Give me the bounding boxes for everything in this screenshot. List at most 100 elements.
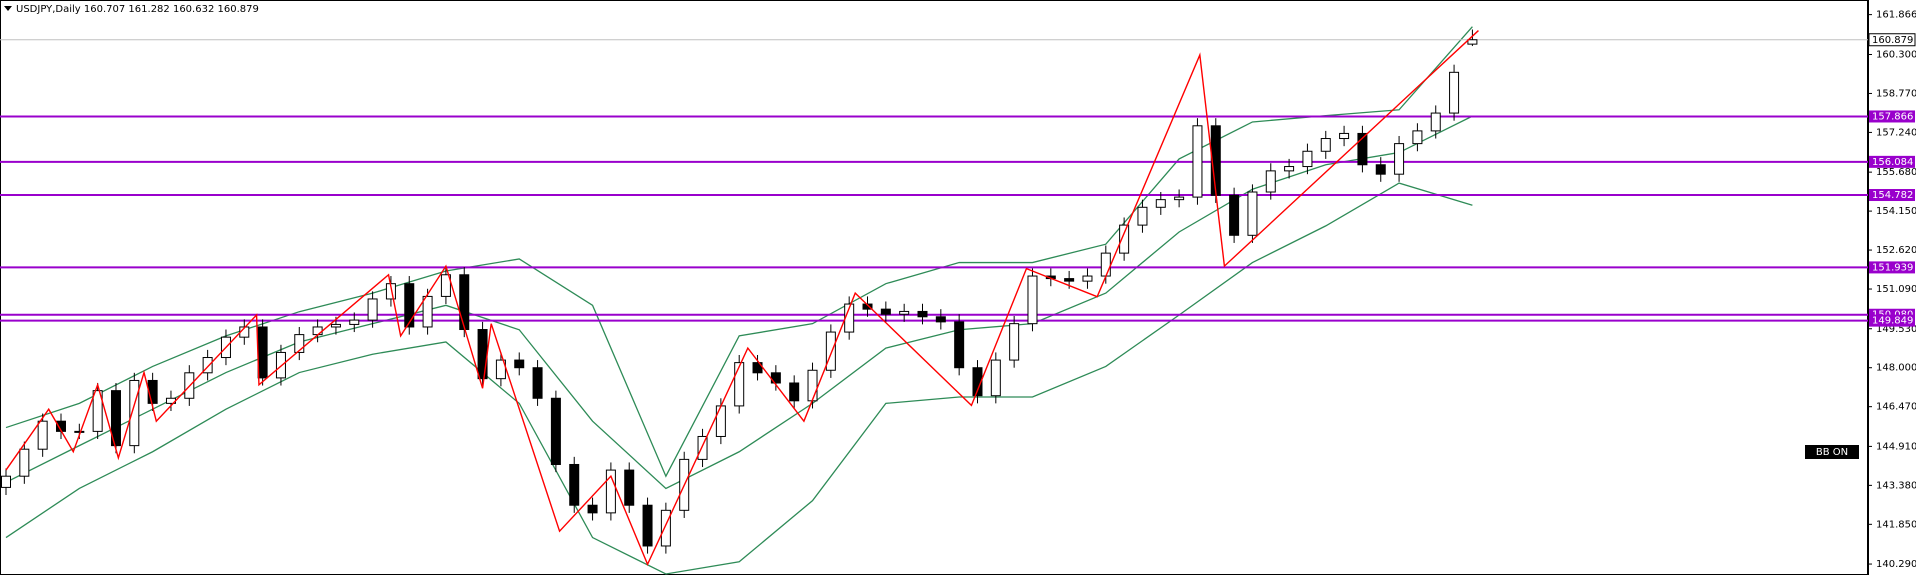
candle-body xyxy=(312,326,323,336)
level-label: 157.866 xyxy=(1872,111,1913,122)
candle-body xyxy=(1449,71,1460,114)
candle-body xyxy=(624,469,635,506)
candle-body xyxy=(202,357,213,374)
candle-body xyxy=(1357,132,1368,166)
candle-body xyxy=(587,504,598,514)
candle-body xyxy=(807,369,818,402)
y-tick-label: 152.620 xyxy=(1876,245,1916,256)
candle-body xyxy=(1100,252,1111,277)
candle-body xyxy=(19,448,30,477)
y-tick-label: 160.300 xyxy=(1876,49,1916,60)
price-axis: 161.866 160.300 158.770 157.240 155.680 154.1… xyxy=(1868,0,1916,575)
y-tick-label: 141.850 xyxy=(1876,519,1916,530)
chart-title: USDJPY,Daily 160.707 161.282 160.632 160… xyxy=(16,4,259,15)
candle-body xyxy=(1320,138,1331,152)
candle-body xyxy=(422,295,433,328)
menu-arrow[interactable] xyxy=(4,6,12,11)
candle-body xyxy=(972,367,983,397)
candle-body xyxy=(1467,39,1478,45)
level-label: 149.849 xyxy=(1872,316,1913,327)
candle-body xyxy=(1394,143,1405,175)
candle-body xyxy=(147,379,158,404)
bollinger-middle xyxy=(5,115,1473,490)
candle-body xyxy=(477,329,488,380)
candle-body xyxy=(1,475,11,488)
candle-body xyxy=(440,274,451,297)
candle-body xyxy=(1284,166,1295,172)
y-tick-label: 161.866 xyxy=(1876,10,1916,21)
candle-body xyxy=(1302,150,1313,168)
candle-body xyxy=(1247,191,1258,236)
level-label: 156.084 xyxy=(1872,157,1913,168)
candle-body xyxy=(129,379,140,447)
y-tick-label: 149.530 xyxy=(1876,324,1916,335)
level-label-box xyxy=(1869,110,1915,123)
y-tick-label: 146.470 xyxy=(1876,402,1916,413)
level-label-box xyxy=(1869,155,1915,168)
candle-body xyxy=(954,321,965,369)
candle-body xyxy=(257,326,268,379)
candle-body xyxy=(935,316,946,323)
candle-body xyxy=(1229,194,1240,236)
candle-body xyxy=(789,382,800,402)
candle-body xyxy=(1174,196,1185,201)
candle-body xyxy=(1155,199,1166,208)
candle-body xyxy=(1082,275,1093,282)
y-tick-label: 151.090 xyxy=(1876,284,1916,295)
candle-body xyxy=(642,504,653,547)
level-label-box xyxy=(1869,314,1915,327)
candle-body xyxy=(1137,206,1148,226)
candle-body xyxy=(697,435,708,460)
candle-body xyxy=(495,359,506,380)
candle-body xyxy=(110,390,121,447)
candle-body xyxy=(1339,132,1350,140)
level-label: 154.782 xyxy=(1872,190,1913,201)
candle-body xyxy=(92,390,103,432)
bollinger-upper xyxy=(5,26,1473,478)
level-label-box xyxy=(1869,189,1915,202)
candle-body xyxy=(1064,278,1075,282)
y-tick-label: 144.910 xyxy=(1876,441,1916,452)
candle-body xyxy=(532,367,543,399)
candle-body xyxy=(1009,323,1020,361)
current-price-label: 160.879 xyxy=(1872,35,1913,46)
candle-body xyxy=(1412,130,1423,145)
candle-body xyxy=(404,283,415,328)
candle-body xyxy=(275,351,286,379)
candle-body xyxy=(990,359,1001,397)
zigzag-line xyxy=(5,30,1479,567)
candle-body xyxy=(514,359,525,369)
bollinger-lower xyxy=(5,182,1473,575)
candle-body xyxy=(1027,275,1038,325)
y-tick-label: 140.290 xyxy=(1876,559,1916,570)
candle-body xyxy=(1375,164,1386,175)
level-label: 151.939 xyxy=(1872,262,1913,273)
y-tick-label: 148.000 xyxy=(1876,363,1916,374)
candle-body xyxy=(917,310,928,318)
y-tick-label: 143.380 xyxy=(1876,480,1916,491)
candle-body xyxy=(294,334,305,353)
candle-body xyxy=(550,397,561,465)
candle-body xyxy=(1119,224,1130,254)
candle-body xyxy=(569,463,580,506)
candle-body xyxy=(1430,112,1441,132)
badge-label: BB ON xyxy=(1816,447,1848,458)
level-label-box xyxy=(1869,261,1915,274)
candle-body xyxy=(459,274,470,331)
candle-body xyxy=(734,362,745,407)
y-tick-label: 154.150 xyxy=(1876,206,1916,217)
candle-body xyxy=(1265,170,1276,193)
plot-frame xyxy=(0,0,1868,575)
plot-area xyxy=(0,26,1868,575)
candle-body xyxy=(825,331,836,371)
candle-body xyxy=(330,323,341,328)
current-price-box xyxy=(1868,33,1916,47)
candle-body xyxy=(1192,125,1203,198)
candle-body xyxy=(880,308,891,315)
candle-body xyxy=(349,319,360,325)
candle-body xyxy=(37,420,48,450)
candle-body xyxy=(367,298,378,321)
candle-body xyxy=(899,310,910,315)
y-tick-label: 155.680 xyxy=(1876,167,1916,178)
